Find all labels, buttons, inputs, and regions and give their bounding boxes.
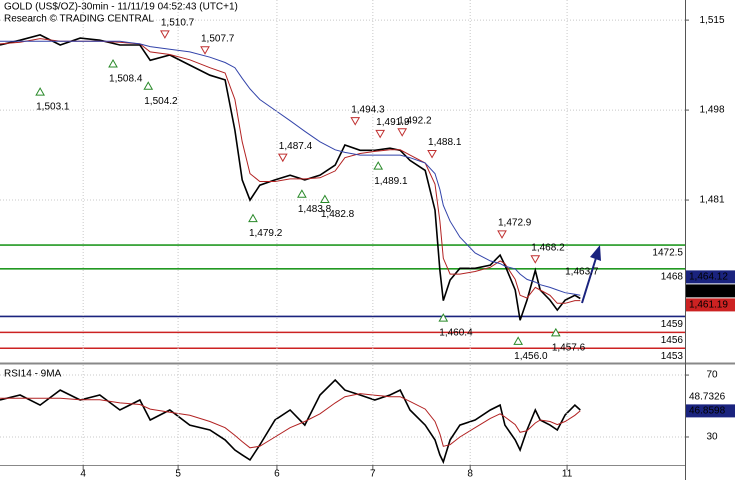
chart-title: GOLD (US$/OZ)-30min - 11/11/19 04:52:43 … <box>4 2 238 13</box>
x-tick-label: 11 <box>562 469 573 480</box>
level-label: 1453 <box>661 351 684 362</box>
price-tag-box <box>686 298 735 312</box>
price-tag: 46.8598 <box>689 406 726 417</box>
level-label: 1472.5 <box>652 248 683 259</box>
high-label: 1,507.7 <box>201 33 235 44</box>
price-tag: 1,461.19 <box>689 300 728 311</box>
series-line <box>0 40 581 296</box>
high-label: 1,491.9 <box>376 117 410 128</box>
high-marker <box>160 30 170 39</box>
y-tick-label: 70 <box>706 370 718 381</box>
low-marker <box>35 87 45 96</box>
projection-arrow-head <box>590 245 601 261</box>
high-label: 1,494.3 <box>351 104 385 115</box>
price-tag-box <box>686 404 735 418</box>
series-line <box>0 378 581 465</box>
projection-arrow <box>581 257 597 304</box>
x-tick-label: 4 <box>80 469 86 480</box>
price-tag-box <box>686 270 735 284</box>
level-label: 1459 <box>661 319 684 330</box>
low-marker <box>373 161 384 170</box>
high-marker <box>375 129 386 139</box>
price-tag-box <box>686 284 735 298</box>
low-label: 1,479.2 <box>249 228 283 239</box>
low-label: 1,508.4 <box>109 74 143 85</box>
level-label: 1456 <box>661 335 684 346</box>
high-marker <box>397 128 408 137</box>
low-label: 1,489.1 <box>374 176 408 187</box>
low-marker <box>320 194 330 204</box>
panel <box>0 374 685 465</box>
high-marker <box>427 149 437 159</box>
price-tag: 1,461.52 <box>689 286 728 297</box>
high-label: 1,472.9 <box>498 218 532 229</box>
y-tick-label: 1,515 <box>699 15 724 26</box>
y-tick-label: 1,498 <box>699 105 724 116</box>
rsi-title: RSI14 - 9MA <box>4 369 62 380</box>
low-marker <box>513 336 524 345</box>
x-tick-label: 6 <box>274 469 280 480</box>
low-label: 1,483.8 <box>298 204 332 215</box>
low-marker <box>143 81 154 90</box>
x-tick-label: 5 <box>175 469 181 480</box>
low-marker <box>248 213 258 223</box>
low-marker <box>297 189 307 198</box>
low-marker <box>550 327 561 337</box>
high-marker <box>350 117 361 126</box>
low-label: 1,456.0 <box>514 351 548 362</box>
high-marker <box>277 153 288 163</box>
high-label: 1,492.2 <box>398 115 432 126</box>
series-line <box>0 393 581 449</box>
x-tick-label: 7 <box>370 469 376 480</box>
high-label: 1,468.2 <box>531 242 565 253</box>
low-label: 1,504.2 <box>144 96 178 107</box>
low-marker <box>438 313 449 322</box>
high-marker <box>200 46 210 55</box>
level-label: 1468 <box>661 271 684 282</box>
low-label: 1,460.4 <box>439 328 473 339</box>
high-marker <box>497 230 507 239</box>
price-tag: 48.7326 <box>689 392 726 403</box>
chart-subtitle: Research © TRADING CENTRAL <box>4 14 154 25</box>
low-label: 1,503.1 <box>36 102 70 113</box>
plot-layer <box>0 0 685 465</box>
low-label: 1,482.8 <box>321 209 355 220</box>
high-label: 1,510.7 <box>161 18 195 29</box>
high-label: 1,487.4 <box>279 141 313 152</box>
high-marker <box>530 255 541 264</box>
low-marker <box>108 59 118 68</box>
y-tick-label: 1,481 <box>699 195 724 206</box>
panel <box>0 19 685 350</box>
x-tick-label: 8 <box>467 469 473 480</box>
y-tick-label: 30 <box>706 432 718 443</box>
high-label: 1,488.1 <box>428 137 462 148</box>
series-line <box>0 38 581 304</box>
price-tag: 1,464.12 <box>689 272 728 283</box>
low-label: 1,457.6 <box>552 343 586 354</box>
series-line <box>0 34 581 321</box>
price-label: 1,463.7 <box>565 266 599 277</box>
